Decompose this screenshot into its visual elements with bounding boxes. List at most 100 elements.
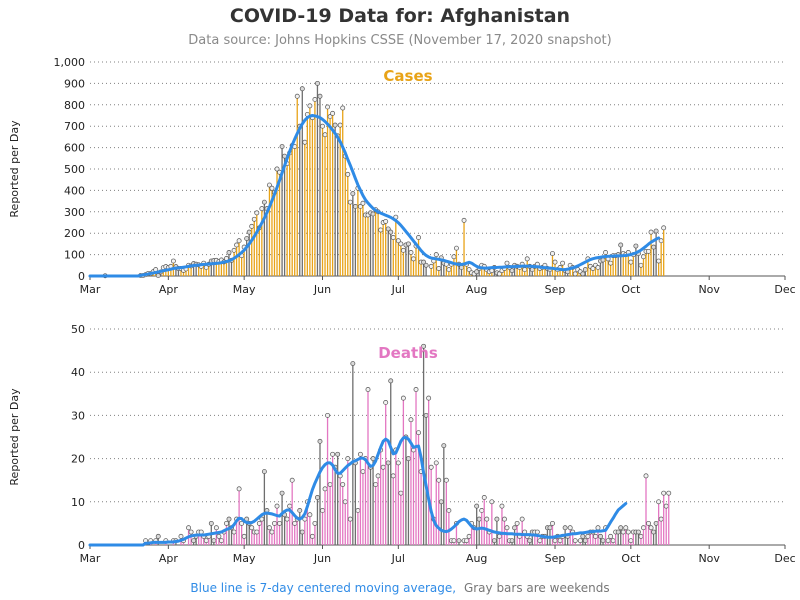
deaths-point — [395, 460, 401, 466]
cases-y-tick-label: 600 — [64, 142, 85, 155]
deaths-panel: 0 10 20 30 40 50 Reported per Day Mar Apr May Jun J… — [8, 323, 796, 565]
deaths-point — [309, 533, 315, 539]
deaths-point — [512, 525, 518, 531]
cases-y-tick-label: 300 — [64, 206, 85, 219]
cases-point — [244, 236, 250, 241]
deaths-point — [628, 538, 634, 544]
deaths-point — [249, 525, 255, 531]
cases-point — [325, 104, 331, 110]
deaths-point — [534, 529, 540, 535]
deaths-y-axis-label: Reported per Day — [8, 388, 21, 486]
cases-point — [641, 254, 646, 260]
cases-point — [370, 211, 376, 217]
deaths-y-tick-label: 10 — [71, 496, 85, 509]
cases-x-tick-label: Aug — [466, 283, 487, 296]
cases-point — [423, 262, 429, 268]
deaths-point — [562, 525, 568, 531]
deaths-point — [547, 525, 553, 531]
deaths-point — [464, 538, 470, 544]
deaths-point — [213, 525, 219, 531]
deaths-point — [615, 529, 621, 535]
cases-point — [454, 245, 459, 251]
deaths-point — [254, 529, 260, 535]
deaths-point — [269, 529, 275, 535]
deaths-x-tick-label: Sep — [545, 552, 566, 565]
deaths-point — [438, 499, 444, 505]
deaths-x-tick-label: May — [233, 552, 256, 565]
deaths-point — [335, 451, 341, 457]
cases-x-tick-label: Jun — [313, 283, 331, 296]
cases-point — [466, 267, 472, 273]
deaths-point — [231, 529, 237, 535]
deaths-point — [484, 516, 490, 522]
deaths-x-tick-label: Jun — [313, 552, 331, 565]
deaths-point — [365, 387, 371, 392]
deaths-point — [499, 503, 505, 509]
deaths-point — [428, 464, 434, 470]
cases-point — [226, 250, 232, 255]
cases-y-tick-label: 400 — [64, 184, 85, 197]
deaths-point — [421, 343, 427, 349]
cases-point — [340, 105, 346, 111]
deaths-point — [226, 516, 232, 522]
cases-point — [552, 259, 558, 265]
deaths-point — [284, 516, 290, 522]
cases-point — [337, 122, 343, 128]
deaths-point — [327, 482, 333, 487]
deaths-point — [357, 451, 363, 457]
deaths-point — [375, 473, 381, 479]
cases-point — [302, 139, 308, 145]
deaths-point — [400, 395, 406, 401]
deaths-point — [256, 520, 262, 526]
cases-panel-title: Cases — [383, 67, 432, 85]
deaths-point — [600, 538, 606, 544]
cases-y-tick-label: 500 — [64, 163, 85, 176]
deaths-x-tick-label: Oct — [621, 552, 641, 565]
deaths-point — [320, 507, 325, 513]
deaths-point — [595, 525, 601, 531]
deaths-point — [239, 520, 245, 526]
deaths-point — [279, 490, 285, 496]
cases-point — [320, 123, 325, 129]
cases-point — [345, 171, 351, 177]
deaths-point — [292, 520, 298, 526]
deaths-point — [593, 533, 598, 539]
deaths-x-tick-label: Dec — [774, 552, 795, 565]
deaths-point — [643, 473, 649, 479]
cases-point — [294, 93, 300, 99]
deaths-point — [355, 507, 361, 513]
cases-point — [312, 96, 318, 102]
cases-point — [433, 252, 439, 258]
cases-point — [385, 226, 391, 232]
deaths-point — [635, 529, 641, 535]
deaths-moving-average-line — [88, 435, 628, 547]
deaths-point — [491, 538, 497, 544]
deaths-point — [451, 538, 457, 544]
cases-point — [251, 216, 257, 222]
footnote-blue-text: Blue line is 7-day centered moving avera… — [190, 581, 456, 595]
cases-x-tick-label: Sep — [545, 283, 566, 296]
deaths-point — [598, 533, 603, 539]
cases-point — [661, 225, 667, 231]
deaths-point — [315, 495, 320, 500]
deaths-point — [191, 538, 197, 544]
deaths-point — [618, 525, 624, 531]
deaths-point — [658, 516, 664, 522]
cases-point — [400, 247, 406, 253]
deaths-point — [651, 529, 657, 535]
deaths-point — [610, 538, 616, 544]
cases-point — [254, 210, 260, 216]
deaths-point — [186, 525, 192, 531]
cases-point — [307, 103, 313, 109]
cases-point — [234, 242, 240, 248]
cases-point — [299, 86, 305, 92]
deaths-point — [638, 533, 644, 539]
deaths-point — [552, 538, 558, 544]
cases-x-tick-label: May — [233, 283, 256, 296]
deaths-point — [325, 412, 331, 418]
deaths-point — [663, 503, 669, 509]
cases-moving-average-line — [88, 114, 661, 278]
cases-point — [259, 206, 265, 212]
deaths-point — [436, 477, 442, 483]
